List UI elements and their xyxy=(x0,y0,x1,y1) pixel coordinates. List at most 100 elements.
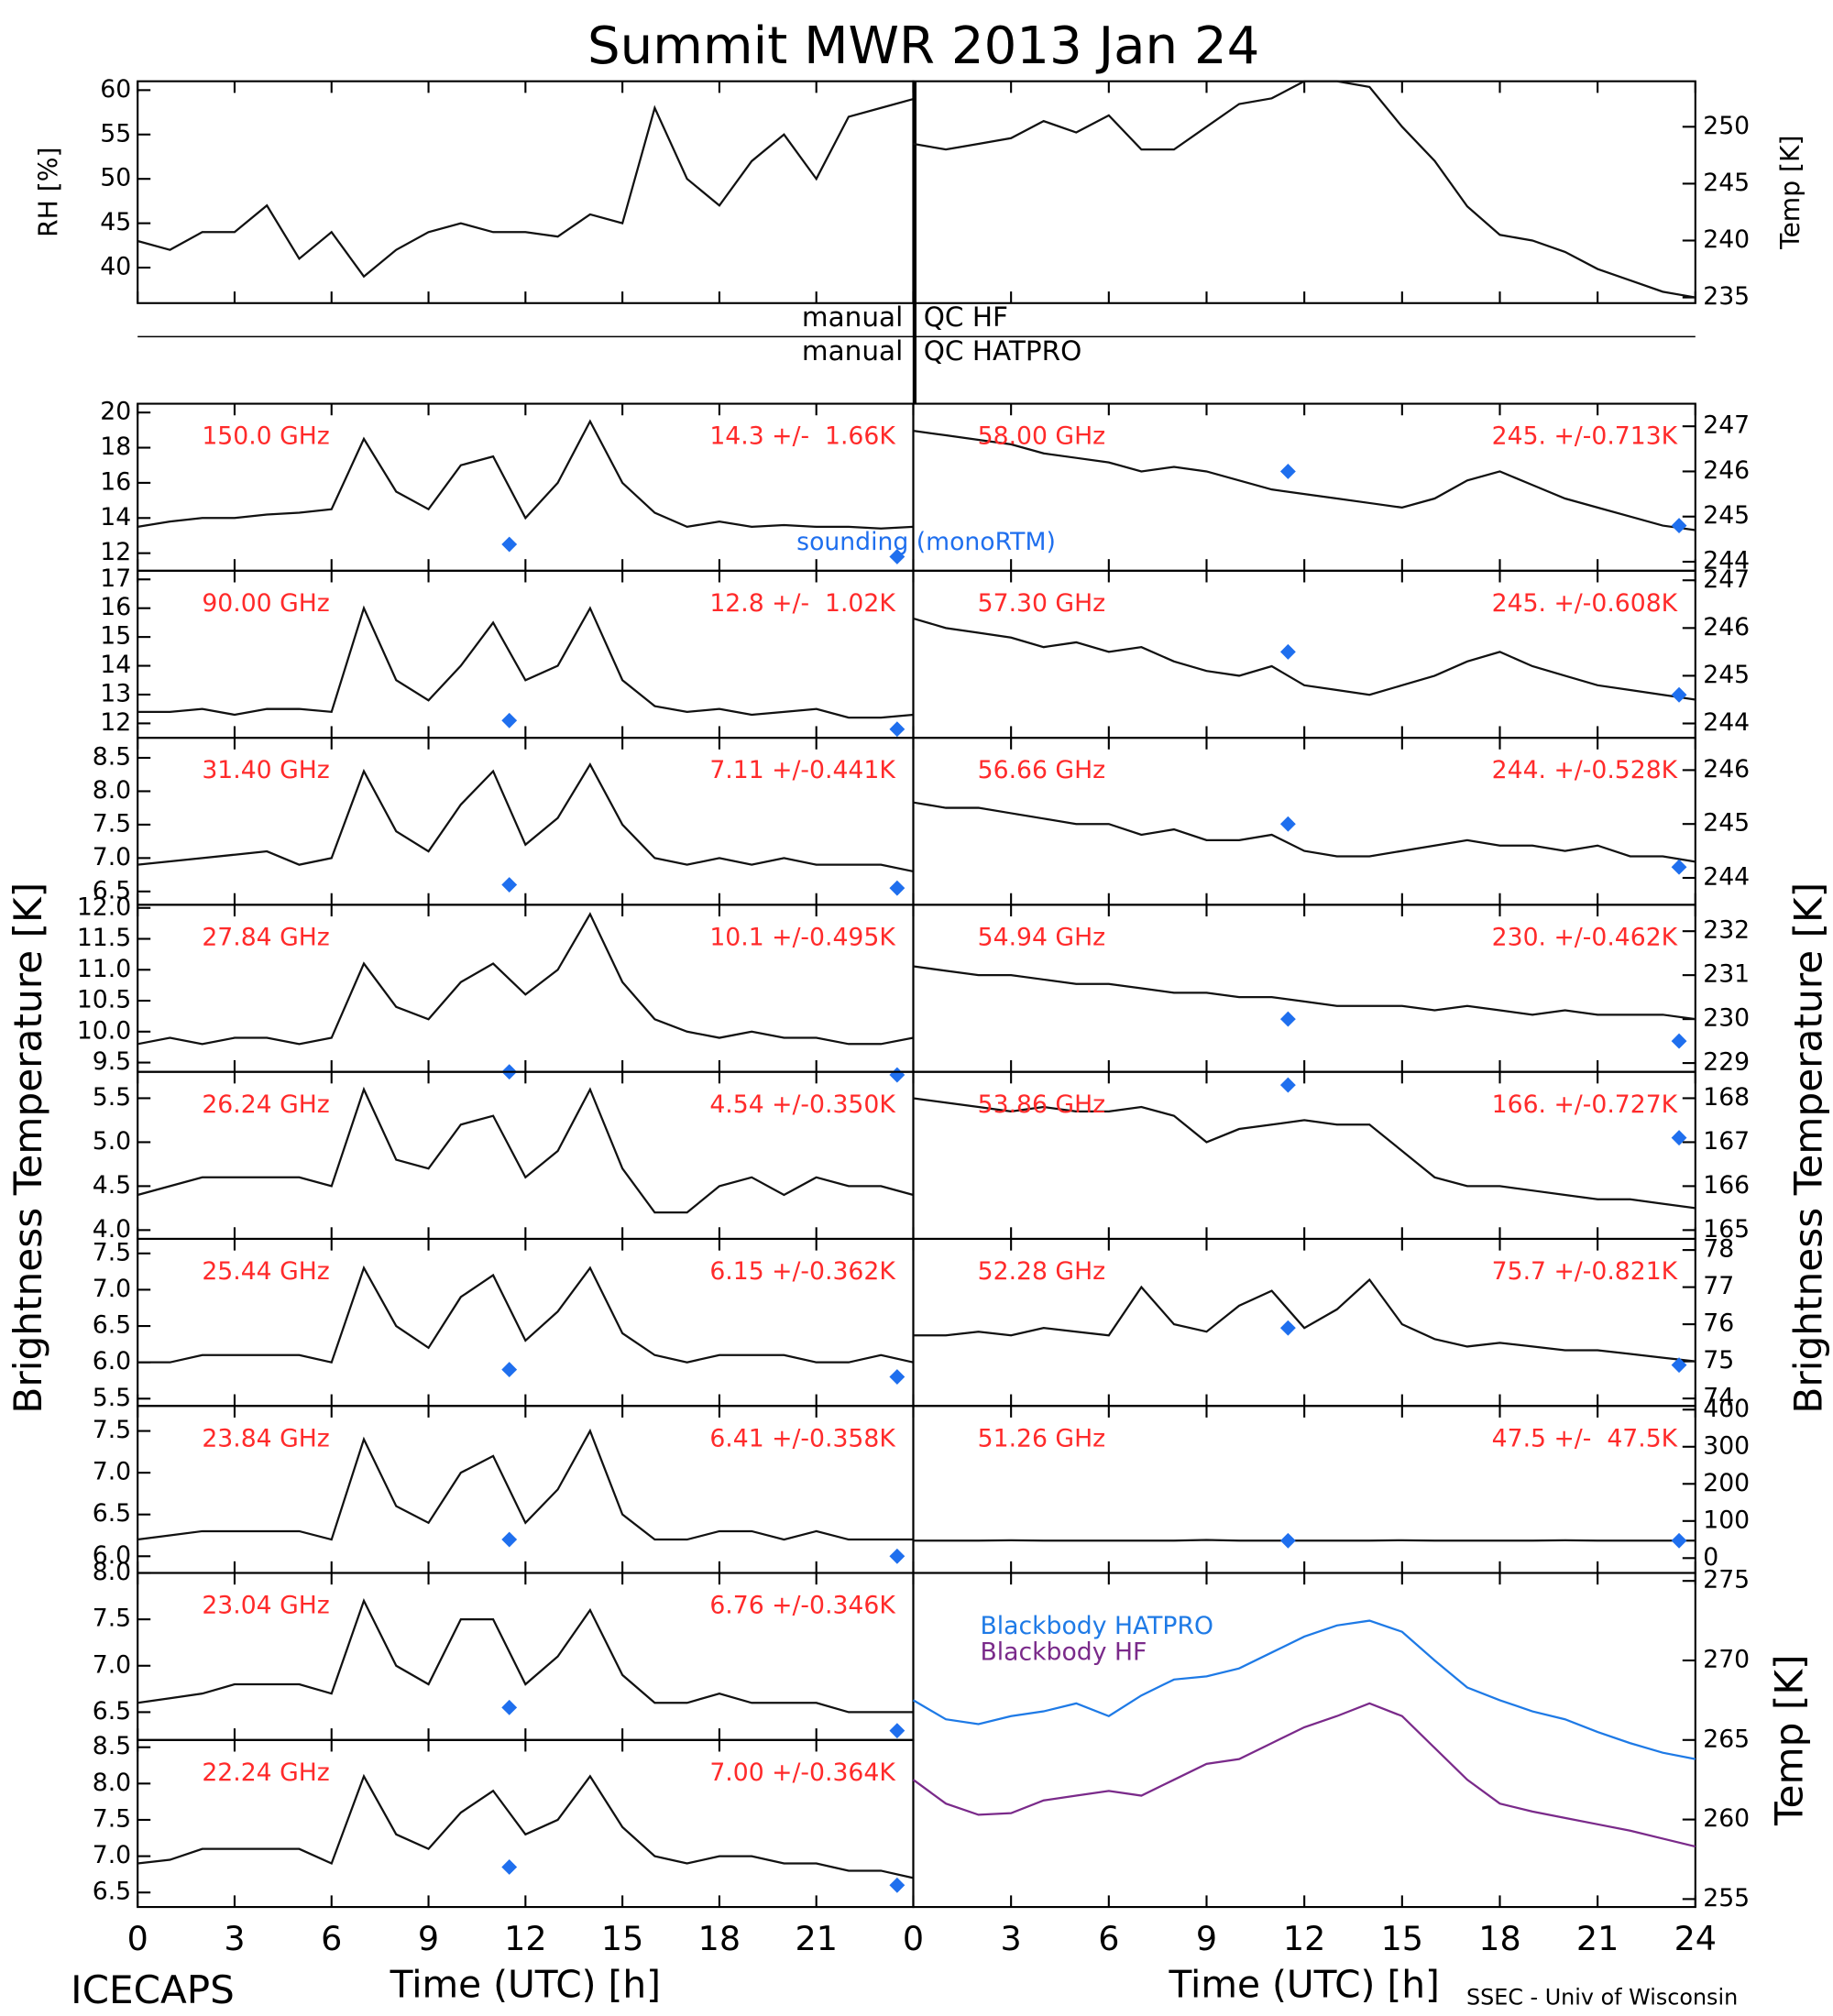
y-tick-label: 15 xyxy=(100,622,131,651)
y-tick-label: 245 xyxy=(1703,809,1750,838)
data-line xyxy=(912,1619,1696,1760)
x-tick-label: 12 xyxy=(504,1919,546,1958)
y-tick-label: 4.0 xyxy=(93,1215,131,1244)
y-tick-label: 270 xyxy=(1703,1645,1750,1673)
sounding-point xyxy=(889,1067,906,1083)
y-tick-label: 7.5 xyxy=(93,1804,131,1833)
y-tick-label: 232 xyxy=(1703,916,1750,945)
qc-label: QC HATPRO xyxy=(924,335,1082,367)
sounding-point xyxy=(1671,859,1687,875)
x-axis-title: Time (UTC) [h] xyxy=(1168,1962,1439,2006)
channel-label: 56.66 GHz xyxy=(978,756,1105,784)
y-tick-label: 7.5 xyxy=(93,1238,131,1266)
sounding-point xyxy=(501,1362,518,1378)
y-tick-label: 265 xyxy=(1703,1725,1750,1753)
y-tick-label: 6.5 xyxy=(93,1499,131,1528)
channel-label: 53.86 GHz xyxy=(978,1090,1105,1119)
sounding-point xyxy=(889,1723,906,1739)
y-tick-label: 12 xyxy=(100,538,131,566)
y-tick-label: 20 xyxy=(100,398,131,426)
y-tick-label: 250 xyxy=(1703,112,1750,140)
channel-stat: 230. +/-0.462K xyxy=(1492,923,1679,951)
y-tick-label: 7.0 xyxy=(93,843,131,871)
sounding-point xyxy=(1671,1033,1687,1049)
channel-stat: 244. +/-0.528K xyxy=(1492,756,1679,784)
sounding-point xyxy=(889,1877,906,1893)
data-line xyxy=(913,801,1696,863)
channel-stat: 7.00 +/-0.364K xyxy=(709,1759,896,1787)
y-tick-label: 240 xyxy=(1703,225,1750,254)
sounding-point xyxy=(889,721,906,738)
y-tick-label: 245 xyxy=(1703,169,1750,197)
channel-label: 57.30 GHz xyxy=(978,589,1105,618)
data-line xyxy=(913,430,1696,531)
data-line xyxy=(913,965,1696,1021)
legend-label: Blackbody HATPRO xyxy=(980,1612,1213,1640)
y-tick-label: 76 xyxy=(1703,1309,1734,1338)
sounding-legend: sounding (monoRTM) xyxy=(796,528,1056,556)
y-tick-label: 8.0 xyxy=(93,1558,131,1586)
sounding-point xyxy=(889,880,906,896)
channel-label: 51.26 GHz xyxy=(978,1424,1105,1452)
y-tick-label: 10.0 xyxy=(77,1016,131,1045)
channel-label: 26.24 GHz xyxy=(202,1090,329,1119)
channel-stat: 166. +/-0.727K xyxy=(1492,1090,1679,1119)
qc-label: QC HF xyxy=(924,301,1008,333)
y-tick-label: 7.5 xyxy=(93,1605,131,1633)
channel-label: 23.84 GHz xyxy=(202,1424,329,1452)
y-tick-label: 5.5 xyxy=(93,1384,131,1412)
y-tick-label: 14 xyxy=(100,651,131,679)
x-axis-title: Time (UTC) [h] xyxy=(390,1962,661,2006)
y-tick-label: 8.5 xyxy=(93,1732,131,1760)
sounding-point xyxy=(1671,1532,1687,1549)
y-tick-label: 6.0 xyxy=(93,1541,131,1570)
panel-frame xyxy=(137,80,915,304)
y-tick-label: 300 xyxy=(1703,1431,1750,1460)
channel-stat: 47.5 +/- 47.5K xyxy=(1492,1424,1679,1452)
y-tick-label: 12 xyxy=(100,708,131,737)
channel-stat: 10.1 +/-0.495K xyxy=(709,923,896,951)
y-tick-label: 9.5 xyxy=(93,1047,131,1076)
data-line xyxy=(912,1702,1696,1848)
y-tick-label: 11.0 xyxy=(77,955,131,983)
channel-label: 90.00 GHz xyxy=(202,589,329,618)
y-tick-label: 244 xyxy=(1703,546,1750,575)
sounding-point xyxy=(1671,1130,1687,1146)
channel-label: 58.00 GHz xyxy=(978,422,1105,451)
sounding-point xyxy=(889,1548,906,1564)
channel-stat: 7.11 +/-0.441K xyxy=(709,756,896,784)
y-tick-label: 246 xyxy=(1703,755,1750,783)
sounding-point xyxy=(501,1531,518,1548)
y-tick-label: 231 xyxy=(1703,960,1750,989)
y-tick-label: 247 xyxy=(1703,411,1750,440)
data-line xyxy=(137,419,914,530)
channel-stat: 245. +/-0.713K xyxy=(1492,422,1679,451)
data-line xyxy=(137,912,914,1046)
channel-label: 23.04 GHz xyxy=(202,1592,329,1620)
channel-stat: 75.7 +/-0.821K xyxy=(1492,1257,1679,1286)
y-tick-label: 230 xyxy=(1703,1004,1750,1033)
qc-label: manual xyxy=(802,301,903,333)
channel-stat: 6.41 +/-0.358K xyxy=(709,1424,896,1452)
data-line xyxy=(137,605,914,719)
y-tick-label: 40 xyxy=(100,253,131,281)
y-tick-label: 7.0 xyxy=(93,1650,131,1679)
channel-label: 31.40 GHz xyxy=(202,756,329,784)
y-tick-label: 50 xyxy=(100,164,131,192)
legend-label: Blackbody HF xyxy=(980,1638,1147,1666)
y-tick-label: 245 xyxy=(1703,661,1750,689)
y-tick-label: 235 xyxy=(1703,282,1750,311)
x-tick-label: 3 xyxy=(224,1919,245,1958)
sounding-point xyxy=(1279,643,1296,660)
x-tick-label: 21 xyxy=(1576,1919,1619,1958)
x-tick-label: 9 xyxy=(418,1919,439,1958)
y-tick-label: 14 xyxy=(100,503,131,531)
panel-frame xyxy=(912,80,1696,304)
y-tick-label: 13 xyxy=(100,679,131,707)
x-tick-label: 15 xyxy=(601,1919,643,1958)
x-tick-label: 6 xyxy=(1098,1919,1119,1958)
y-tick-label: 55 xyxy=(100,119,131,148)
y-tick-label: 244 xyxy=(1703,708,1750,737)
chart-title: Summit MWR 2013 Jan 24 xyxy=(587,16,1259,76)
